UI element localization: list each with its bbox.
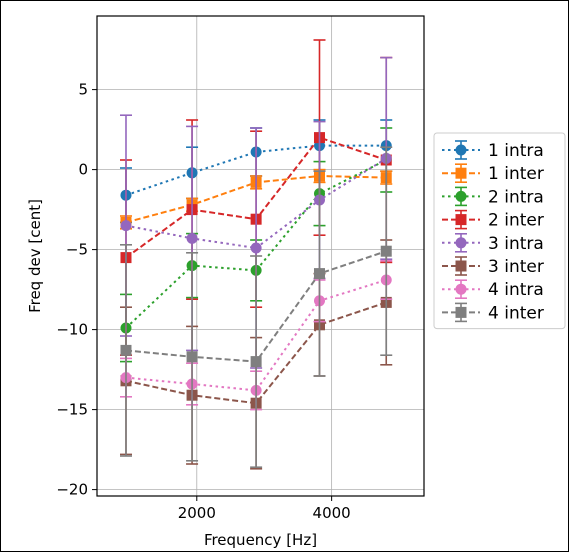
y-tick-label: −15 [56, 401, 88, 419]
x-axis-label: Frequency [Hz] [204, 531, 317, 549]
series-line [125, 159, 387, 329]
data-point [250, 242, 262, 254]
data-point [250, 356, 262, 368]
legend-entry: 1 inter [442, 163, 544, 184]
y-tick-label: 5 [78, 81, 88, 99]
data-point [313, 268, 325, 280]
data-point [186, 232, 198, 244]
legend-label: 2 intra [488, 187, 544, 207]
series-8 [119, 146, 393, 469]
legend-entry: 4 intra [442, 279, 544, 300]
legend-marker [455, 167, 467, 179]
legend-entry: 3 intra [442, 233, 544, 254]
y-tick-label: −5 [66, 241, 88, 259]
y-tick-label: −20 [56, 481, 88, 499]
data-point [120, 344, 132, 356]
legend-marker [455, 260, 467, 272]
series-line [125, 279, 387, 392]
legend-entry: 3 inter [442, 256, 544, 277]
legend-marker [455, 214, 467, 226]
legend-marker [455, 144, 467, 156]
legend: 1 intra 1 inter 2 intra 2 inter 3 intra 3 int… [433, 132, 566, 330]
legend-entry: 4 inter [442, 302, 544, 323]
legend-label: 4 intra [488, 280, 544, 300]
legend-label: 1 inter [488, 164, 544, 184]
legend-entry: 2 inter [442, 209, 544, 231]
x-tick-label: 4000 [313, 504, 351, 522]
legend-label: 4 inter [488, 303, 544, 323]
plot-area-border [96, 15, 425, 497]
axis-ticks: 2000 4000 5 0 −5 −10 −15 −20 [56, 81, 350, 522]
x-tick-label: 2000 [178, 504, 216, 522]
series-line [125, 301, 387, 405]
data-point [380, 245, 392, 257]
legend-marker [455, 190, 467, 202]
y-tick-label: 0 [78, 161, 88, 179]
legend-marker [455, 237, 467, 249]
legend-label: 3 inter [488, 257, 544, 277]
legend-entry: 1 intra [442, 140, 544, 161]
data-point [120, 220, 132, 232]
y-axis-label: Freq dev [cent] [26, 199, 44, 313]
y-tick-label: −10 [56, 321, 88, 339]
plot-series [119, 39, 393, 470]
legend-entry: 2 intra [442, 186, 544, 207]
legend-label: 1 intra [488, 141, 544, 161]
legend-marker [455, 283, 467, 295]
legend-marker [455, 306, 467, 318]
legend-label: 3 intra [488, 234, 544, 254]
data-point [186, 351, 198, 363]
legend-label: 2 inter [488, 211, 544, 231]
